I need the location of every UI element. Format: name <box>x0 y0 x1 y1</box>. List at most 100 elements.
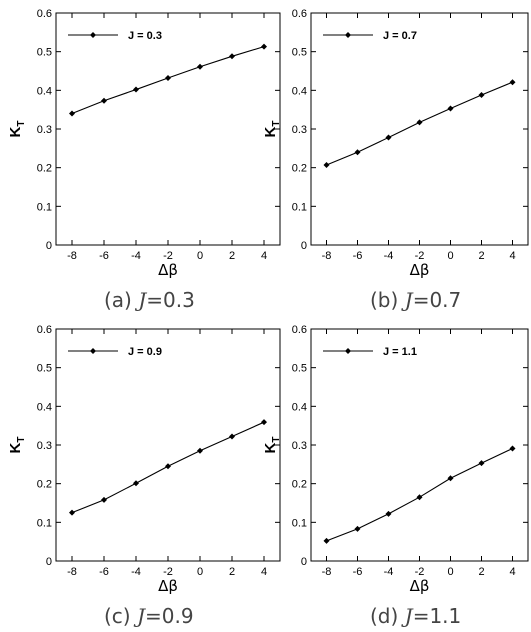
data-point <box>69 509 75 516</box>
x-tick-label: -2 <box>415 250 425 262</box>
x-axis-label: Δβ <box>410 577 430 595</box>
data-point <box>478 460 485 467</box>
x-tick-label: -6 <box>99 566 109 578</box>
x-tick-label: 0 <box>447 250 453 262</box>
data-point <box>101 496 107 503</box>
y-tick-label: 0.3 <box>292 440 307 452</box>
chart-panel-1: 0 0.1 0.2 0.3 0.4 0.5 0.6 -8 -6 -4 -2 0 2 4 Δβ KT J = 0.… <box>262 8 529 279</box>
x-tick-label: 0 <box>447 566 453 578</box>
caption-b: (b) J=0.7 <box>370 288 462 312</box>
data-point <box>261 43 267 50</box>
x-tick-label: -8 <box>67 566 77 578</box>
x-tick-label: -6 <box>99 250 109 262</box>
data-point <box>229 53 235 60</box>
y-axis-label: KT <box>7 437 27 454</box>
caption-a: (a) J=0.3 <box>104 288 195 312</box>
y-tick-label: 0.4 <box>37 85 52 97</box>
y-axis-label: KT <box>262 121 282 138</box>
x-axis-label: Δβ <box>158 261 178 279</box>
data-point <box>133 86 139 93</box>
y-tick-label: 0.5 <box>37 363 52 375</box>
x-tick-label: -4 <box>131 250 141 262</box>
plot-frame <box>310 12 529 246</box>
y-tick-label: 0.4 <box>292 401 307 413</box>
legend-label: J = 0.3 <box>128 30 162 42</box>
data-point <box>197 63 203 70</box>
data-point <box>197 447 203 454</box>
chart-panel-2: 0 0.1 0.2 0.3 0.4 0.5 0.6 -8 -6 -4 -2 0 2 4 Δβ KT J = 0.… <box>7 324 281 595</box>
y-tick-label: 0.1 <box>292 517 307 529</box>
y-tick-label: 0.2 <box>292 163 307 175</box>
y-tick-label: 0.4 <box>37 401 52 413</box>
data-point <box>509 79 516 86</box>
y-tick-label: 0.4 <box>292 85 307 97</box>
data-point <box>478 91 485 98</box>
caption-c: (c) J=0.9 <box>104 604 194 628</box>
data-point <box>133 480 139 487</box>
y-tick-label: 0.1 <box>292 201 307 213</box>
x-tick-label: -8 <box>67 250 77 262</box>
x-tick-label: -6 <box>353 250 363 262</box>
data-point <box>261 419 267 426</box>
x-tick-label: -8 <box>322 566 332 578</box>
x-tick-label: 2 <box>478 566 484 578</box>
data-point <box>165 463 171 470</box>
y-tick-label: 0 <box>46 556 52 568</box>
chart-panel-0: 0 0.1 0.2 0.3 0.4 0.5 0.6 -8 -6 -4 -2 0 2 4 Δβ KT J = 0.… <box>7 8 281 279</box>
legend-marker <box>90 32 96 38</box>
caption-d: (d) J=1.1 <box>370 604 462 628</box>
x-tick-label: -6 <box>353 566 363 578</box>
x-tick-label: -4 <box>384 566 394 578</box>
x-tick-label: 0 <box>197 250 203 262</box>
legend-marker <box>90 348 96 354</box>
y-axis-label: KT <box>7 121 27 138</box>
x-tick-label: 4 <box>509 250 515 262</box>
x-tick-label: -4 <box>384 250 394 262</box>
data-point <box>354 525 361 532</box>
x-tick-label: -8 <box>322 250 332 262</box>
data-point <box>447 475 454 482</box>
y-tick-label: 0.5 <box>292 47 307 59</box>
y-tick-label: 0.5 <box>37 47 52 59</box>
data-point <box>385 134 392 141</box>
y-tick-label: 0.2 <box>37 479 52 491</box>
x-tick-label: 0 <box>197 566 203 578</box>
x-tick-label: 2 <box>229 566 235 578</box>
chart-panel-3: 0 0.1 0.2 0.3 0.4 0.5 0.6 -8 -6 -4 -2 0 2 4 Δβ KT J = 1.… <box>262 324 529 595</box>
data-point <box>416 119 423 126</box>
x-axis-label: Δβ <box>410 261 430 279</box>
y-tick-label: 0.3 <box>37 124 52 136</box>
data-point <box>323 537 330 544</box>
y-tick-label: 0.2 <box>292 479 307 491</box>
y-tick-label: 0.5 <box>292 363 307 375</box>
data-point <box>323 161 330 168</box>
data-point <box>447 105 454 112</box>
plot-frame <box>55 12 281 246</box>
legend-label: J = 0.9 <box>128 346 162 358</box>
y-tick-label: 0.2 <box>37 163 52 175</box>
legend-marker <box>345 348 351 354</box>
legend-marker <box>345 32 351 38</box>
x-tick-label: 2 <box>229 250 235 262</box>
x-tick-label: 2 <box>478 250 484 262</box>
x-tick-label: -4 <box>131 566 141 578</box>
data-point <box>385 510 392 517</box>
data-point <box>509 445 516 452</box>
x-tick-label: -2 <box>163 250 173 262</box>
x-tick-label: 4 <box>509 566 515 578</box>
data-point <box>354 149 361 156</box>
data-point <box>165 74 171 81</box>
y-tick-label: 0.3 <box>292 124 307 136</box>
x-tick-label: 4 <box>261 250 267 262</box>
y-tick-label: 0.6 <box>37 324 52 336</box>
y-tick-label: 0.1 <box>37 201 52 213</box>
plot-frame <box>55 328 281 562</box>
y-tick-label: 0 <box>301 556 307 568</box>
x-tick-label: 4 <box>261 566 267 578</box>
x-tick-label: -2 <box>163 566 173 578</box>
y-tick-label: 0 <box>46 240 52 252</box>
y-tick-label: 0.6 <box>37 8 52 20</box>
legend-label: J = 1.1 <box>383 346 417 358</box>
data-point <box>229 433 235 440</box>
